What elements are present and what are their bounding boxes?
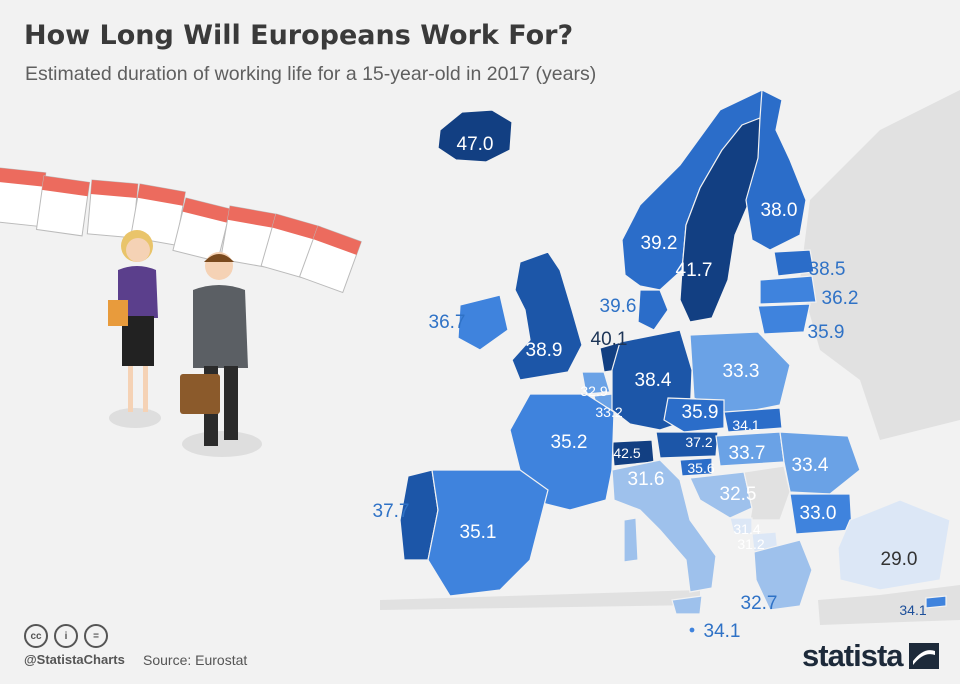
country-sardinia bbox=[623, 517, 639, 563]
country-balkans bbox=[743, 465, 791, 521]
country-latvia bbox=[759, 275, 817, 305]
country-iceland bbox=[437, 109, 513, 163]
value-label-ireland: 36.7 bbox=[429, 312, 466, 333]
value-label-germany: 38.4 bbox=[635, 370, 672, 391]
value-label-sweden: 41.7 bbox=[676, 260, 713, 281]
value-label-italy: 31.6 bbox=[628, 469, 665, 490]
country-estonia bbox=[773, 249, 815, 277]
country-ireland bbox=[457, 294, 509, 351]
value-label-macedonia: 31.2 bbox=[737, 536, 764, 552]
value-label-finland: 38.0 bbox=[761, 200, 798, 221]
value-label-iceland: 47.0 bbox=[457, 134, 494, 155]
country-denmark bbox=[637, 289, 669, 331]
value-label-malta: 34.1 bbox=[704, 621, 741, 642]
country-finland bbox=[745, 89, 807, 251]
country-spain bbox=[427, 469, 549, 597]
value-label-latvia: 36.2 bbox=[822, 288, 859, 309]
value-label-slovakia: 34.1 bbox=[732, 417, 759, 433]
value-label-slovenia: 35.6 bbox=[687, 460, 714, 476]
value-label-netherlands: 40.1 bbox=[591, 329, 628, 350]
cc-icon: cc bbox=[24, 624, 48, 648]
country-lithuania bbox=[757, 303, 811, 335]
value-label-belgium: 32.9 bbox=[580, 383, 607, 399]
country-croatia bbox=[689, 471, 753, 519]
logo-mark-icon bbox=[908, 643, 939, 669]
calendar-pages-illustration bbox=[0, 167, 362, 294]
value-label-uk: 38.9 bbox=[526, 340, 563, 361]
country-austria bbox=[655, 431, 719, 459]
value-label-croatia: 32.5 bbox=[720, 484, 757, 505]
value-label-czechia: 35.9 bbox=[682, 402, 719, 423]
country-poland bbox=[689, 331, 791, 416]
country-sicily bbox=[671, 595, 703, 615]
value-label-bulgaria: 33.0 bbox=[800, 503, 837, 524]
country-belgium bbox=[581, 371, 611, 395]
value-label-greece: 32.7 bbox=[741, 593, 778, 614]
value-label-poland: 33.3 bbox=[723, 361, 760, 382]
value-label-turkey: 29.0 bbox=[881, 549, 918, 570]
value-label-montenegro: 31.4 bbox=[733, 521, 760, 537]
country-uk bbox=[511, 251, 583, 381]
value-label-switzerland: 42.5 bbox=[613, 445, 640, 461]
footer-source: Source: Eurostat bbox=[143, 652, 248, 668]
logo-text: statista bbox=[802, 638, 904, 673]
footer-handle: @StatistaCharts bbox=[24, 652, 125, 667]
value-label-luxembourg: 33.2 bbox=[595, 404, 622, 420]
value-label-romania: 33.4 bbox=[792, 455, 829, 476]
country-slovenia bbox=[679, 457, 713, 477]
nd-icon: = bbox=[84, 624, 108, 648]
value-label-estonia: 38.5 bbox=[809, 259, 846, 280]
value-label-portugal: 37.7 bbox=[373, 501, 410, 522]
country-turkey bbox=[837, 499, 951, 591]
chart-title: How Long Will Europeans Work For? bbox=[24, 20, 574, 51]
value-label-cyprus: 34.1 bbox=[899, 602, 926, 618]
value-label-spain: 35.1 bbox=[460, 522, 497, 543]
value-labels: 47.0 41.7 38.0 39.2 38.5 36.2 35.9 39.6 … bbox=[373, 134, 927, 642]
value-label-austria: 37.2 bbox=[685, 434, 712, 450]
country-italy bbox=[611, 459, 717, 593]
value-label-denmark: 39.6 bbox=[600, 296, 637, 317]
statista-logo: statista bbox=[802, 638, 939, 674]
chart-subtitle: Estimated duration of working life for a… bbox=[25, 63, 597, 85]
country-czechia bbox=[663, 397, 725, 433]
country-shapes bbox=[399, 89, 951, 634]
country-greece bbox=[753, 539, 813, 611]
value-label-norway: 39.2 bbox=[641, 233, 678, 254]
by-icon: i bbox=[54, 624, 78, 648]
country-slovakia bbox=[723, 407, 783, 433]
country-cyprus bbox=[925, 595, 947, 609]
value-label-lithuania: 35.9 bbox=[808, 322, 845, 343]
value-label-hungary: 33.7 bbox=[729, 443, 766, 464]
non-data-land bbox=[380, 90, 960, 625]
workers-illustration bbox=[108, 230, 262, 457]
value-label-france: 35.2 bbox=[551, 432, 588, 453]
license-icons: cc i = bbox=[24, 624, 108, 648]
country-malta bbox=[688, 626, 696, 634]
